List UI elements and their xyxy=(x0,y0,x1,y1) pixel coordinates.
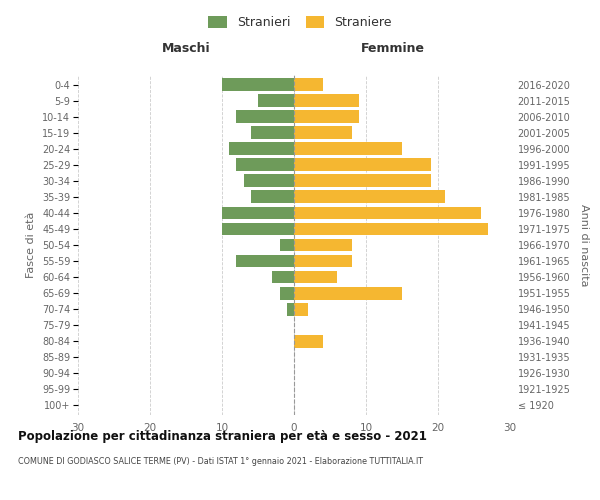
Bar xyxy=(244,174,294,188)
Bar xyxy=(294,174,431,188)
Legend: Stranieri, Straniere: Stranieri, Straniere xyxy=(203,11,397,34)
Bar xyxy=(236,254,294,268)
Text: Maschi: Maschi xyxy=(161,42,211,54)
Bar xyxy=(294,190,445,203)
Bar xyxy=(294,286,402,300)
Bar xyxy=(294,206,481,220)
Bar xyxy=(280,286,294,300)
Y-axis label: Anni di nascita: Anni di nascita xyxy=(579,204,589,286)
Bar xyxy=(251,190,294,203)
Bar xyxy=(236,158,294,171)
Bar xyxy=(294,302,308,316)
Bar xyxy=(294,270,337,283)
Bar xyxy=(236,110,294,123)
Bar xyxy=(294,158,431,171)
Bar xyxy=(287,302,294,316)
Bar xyxy=(229,142,294,155)
Bar xyxy=(294,94,359,107)
Bar xyxy=(294,238,352,252)
Text: COMUNE DI GODIASCO SALICE TERME (PV) - Dati ISTAT 1° gennaio 2021 - Elaborazione: COMUNE DI GODIASCO SALICE TERME (PV) - D… xyxy=(18,458,423,466)
Bar xyxy=(280,238,294,252)
Bar xyxy=(272,270,294,283)
Bar xyxy=(222,222,294,235)
Bar xyxy=(222,78,294,91)
Bar xyxy=(294,126,352,139)
Text: Femmine: Femmine xyxy=(361,42,425,54)
Bar xyxy=(294,78,323,91)
Text: Popolazione per cittadinanza straniera per età e sesso - 2021: Popolazione per cittadinanza straniera p… xyxy=(18,430,427,443)
Bar xyxy=(258,94,294,107)
Bar xyxy=(294,335,323,347)
Bar xyxy=(222,206,294,220)
Bar xyxy=(294,142,402,155)
Bar xyxy=(294,222,488,235)
Bar xyxy=(294,254,352,268)
Bar xyxy=(251,126,294,139)
Y-axis label: Fasce di età: Fasce di età xyxy=(26,212,37,278)
Bar xyxy=(294,110,359,123)
